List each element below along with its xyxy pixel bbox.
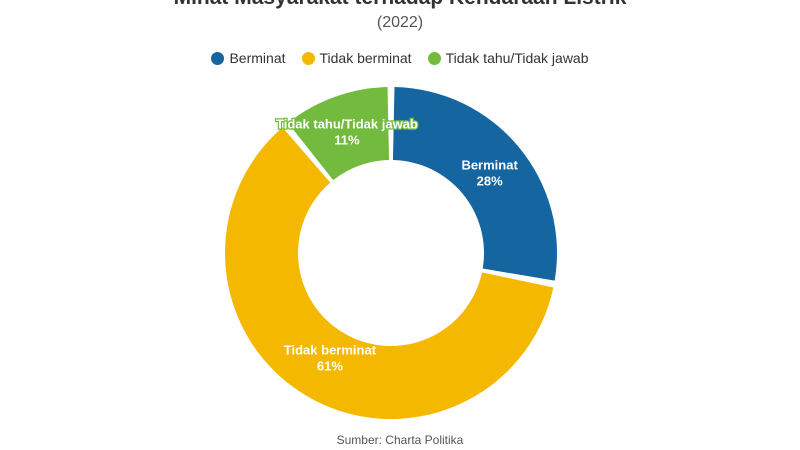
legend-item-berminat[interactable]: Berminat <box>211 50 286 66</box>
legend-swatch-tidak-tahu <box>427 51 441 65</box>
legend-item-tidak-berminat[interactable]: Tidak berminat <box>301 50 412 66</box>
slice-label-tidak-berminat: Tidak berminat 61% <box>284 342 377 373</box>
legend-item-tidak-tahu[interactable]: Tidak tahu/Tidak jawab <box>427 50 589 66</box>
chart-legend: Berminat Tidak berminat Tidak tahu/Tidak… <box>0 50 800 66</box>
donut-slice-berminat[interactable] <box>392 87 557 281</box>
chart-title: Minat Masyarakat terhadap Kendaraan List… <box>0 0 800 10</box>
chart-source: Sumber: Charta Politika <box>336 433 464 447</box>
donut-slice-tidak-berminat[interactable] <box>224 127 554 420</box>
slice-label-name-berminat: Berminat <box>461 157 518 172</box>
donut-slice-tidak-tahu[interactable] <box>287 87 390 181</box>
slice-label-value-tidak-berminat: 61% <box>317 358 343 373</box>
slice-label-tidak-tahu: Tidak tahu/Tidak jawab 11% <box>276 117 418 148</box>
legend-label-berminat: Berminat <box>229 50 286 66</box>
legend-label-tidak-berminat: Tidak berminat <box>319 50 412 66</box>
slice-label-berminat: Berminat 28% <box>461 157 518 188</box>
slice-label-value-tidak-tahu: 11% <box>334 133 360 148</box>
slice-label-name-tidak-tahu: Tidak tahu/Tidak jawab <box>276 117 418 132</box>
legend-swatch-tidak-berminat <box>301 51 315 65</box>
slice-label-value-berminat: 28% <box>477 173 503 188</box>
chart-subtitle: (2022) <box>376 14 424 31</box>
legend-swatch-berminat <box>211 51 225 65</box>
slice-label-name-tidak-berminat: Tidak berminat <box>284 342 377 357</box>
legend-label-tidak-tahu: Tidak tahu/Tidak jawab <box>445 50 589 66</box>
